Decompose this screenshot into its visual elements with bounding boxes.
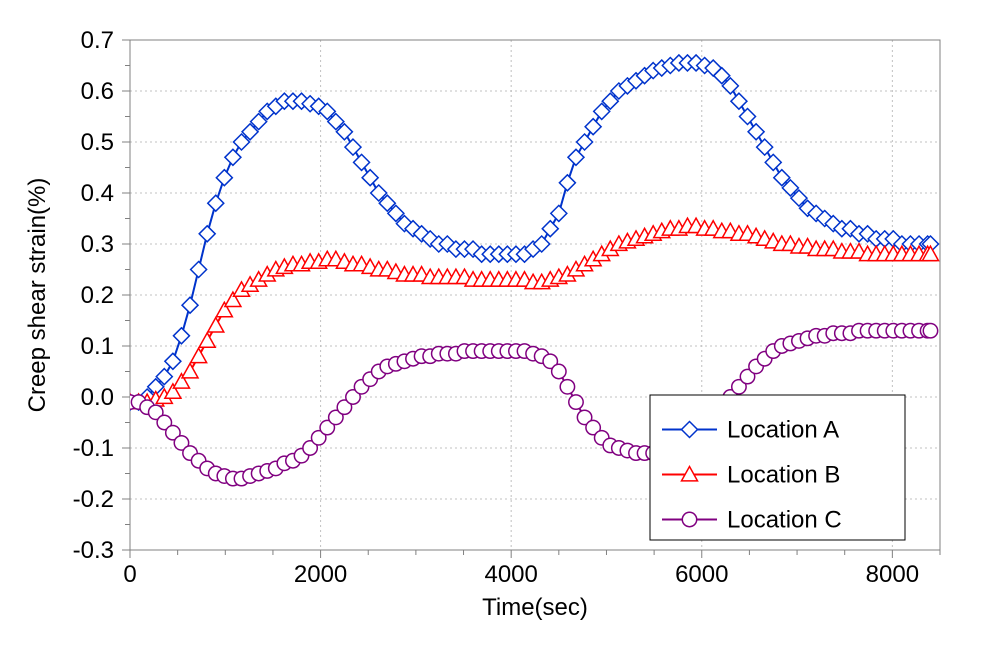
chart-container: 0 2000 4000 6000 8000 -0.3 -0.2 -0.1 0.0 0.1 0.2 0.… <box>0 0 1008 661</box>
svg-text:8000: 8000 <box>866 561 919 588</box>
svg-text:Time(sec): Time(sec) <box>482 594 588 621</box>
svg-text:0: 0 <box>123 561 136 588</box>
svg-text:0.5: 0.5 <box>81 129 114 156</box>
svg-text:0.7: 0.7 <box>81 27 114 54</box>
svg-text:0.3: 0.3 <box>81 231 114 258</box>
svg-text:0.6: 0.6 <box>81 78 114 105</box>
svg-text:Location B: Location B <box>727 462 840 489</box>
svg-text:Location A: Location A <box>727 417 839 444</box>
svg-text:Creep shear strain(%): Creep shear strain(%) <box>24 178 51 413</box>
svg-text:Location C: Location C <box>727 507 842 534</box>
creep-strain-chart: 0 2000 4000 6000 8000 -0.3 -0.2 -0.1 0.0 0.1 0.2 0.… <box>0 0 1008 661</box>
svg-text:-0.2: -0.2 <box>73 486 114 513</box>
svg-text:2000: 2000 <box>294 561 347 588</box>
svg-text:4000: 4000 <box>484 561 537 588</box>
svg-text:-0.3: -0.3 <box>73 537 114 564</box>
svg-text:0.0: 0.0 <box>81 384 114 411</box>
svg-text:0.1: 0.1 <box>81 333 114 360</box>
svg-text:-0.1: -0.1 <box>73 435 114 462</box>
svg-text:6000: 6000 <box>675 561 728 588</box>
svg-text:0.4: 0.4 <box>81 180 114 207</box>
svg-text:0.2: 0.2 <box>81 282 114 309</box>
